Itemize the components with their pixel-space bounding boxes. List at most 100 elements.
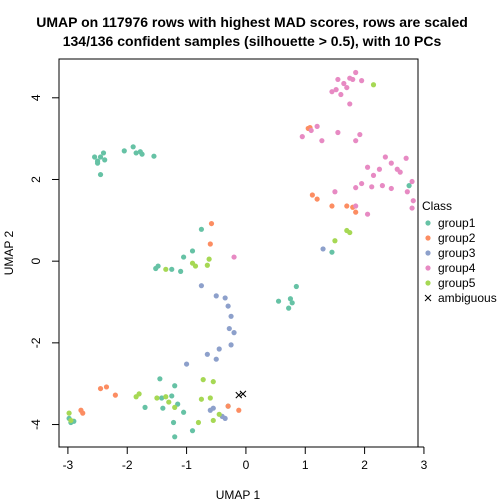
group4-point (231, 254, 237, 260)
group4-point (353, 138, 359, 144)
group4-point (359, 180, 365, 187)
group4-point (357, 131, 363, 138)
y-tick-label: -2 (29, 337, 43, 348)
x-tick-label: -1 (181, 458, 192, 472)
group5-point (204, 262, 210, 268)
group5-point (163, 266, 169, 272)
legend: Class group1group2group3group4group5ambi… (422, 199, 497, 305)
group4-point (347, 101, 353, 107)
group4-point (388, 185, 394, 192)
group1-point (172, 434, 178, 440)
group4-point (410, 198, 416, 204)
group5-point (66, 410, 72, 416)
group4-point (364, 164, 371, 170)
group4-point (359, 78, 365, 84)
legend-marker-group3 (425, 250, 431, 256)
group5-point (332, 238, 338, 244)
group4-point (376, 166, 383, 172)
x-axis-label: UMAP 1 (216, 488, 261, 502)
group1-point (121, 148, 127, 154)
group4-point (308, 127, 314, 134)
x-tick-label: -2 (122, 458, 133, 472)
legend-label-group2: group2 (438, 231, 476, 245)
group1-point (198, 226, 205, 232)
group5-point (195, 419, 202, 426)
group4-point (397, 169, 403, 175)
legend-marker-group4 (425, 265, 431, 271)
group1-point (97, 154, 104, 160)
group2-point (314, 196, 320, 202)
group3-point (183, 361, 190, 367)
group1-point (170, 419, 177, 426)
group1-point (275, 298, 282, 304)
group1-point (100, 150, 107, 156)
group2-point (208, 220, 215, 227)
group4-point (319, 138, 325, 144)
group4-point (409, 178, 415, 185)
group1-point (151, 153, 157, 159)
group2-point (353, 209, 359, 215)
group4-point (364, 211, 371, 217)
group5-point (68, 417, 74, 424)
ambiguous-point (235, 391, 243, 399)
group3-point (207, 407, 213, 413)
group2-point (236, 407, 242, 413)
group4-point (335, 129, 341, 136)
group5-point (198, 396, 205, 402)
group4-point (350, 76, 356, 83)
group4-point (388, 160, 394, 166)
legend-marker-ambiguous (424, 294, 432, 302)
group3-point (216, 346, 222, 352)
group3-point (225, 303, 231, 309)
group3-point (204, 351, 210, 357)
group1-point (181, 254, 187, 260)
group3-point (213, 356, 219, 362)
x-tick-label: 0 (243, 458, 250, 472)
group3-point (228, 313, 234, 319)
ambiguous-point (239, 390, 247, 398)
x-tick-label: 2 (361, 458, 368, 472)
group1-point (92, 154, 98, 160)
group1-point (178, 268, 184, 274)
group3-point (231, 330, 237, 336)
group5-point (154, 395, 160, 401)
group5-point (347, 229, 353, 236)
group2-point (309, 192, 315, 198)
y-tick-label: 2 (29, 176, 43, 183)
y-tick-label: 0 (29, 258, 43, 265)
group2-point (103, 384, 110, 390)
y-axis-label: UMAP 2 (2, 230, 16, 275)
group4-point (353, 203, 359, 209)
group5-point (370, 82, 377, 88)
group2-point (207, 241, 213, 247)
group4-point (404, 189, 410, 195)
group5-point (216, 411, 222, 417)
group2-point (329, 203, 335, 209)
group2-point (97, 385, 104, 392)
group1-point (102, 157, 108, 163)
group3-point (226, 325, 232, 332)
group5-point (206, 256, 212, 262)
group1-point (289, 300, 295, 306)
group5-point (166, 399, 172, 405)
group1-point (153, 265, 159, 272)
y-tick-label: 4 (29, 94, 43, 101)
legend-label-group3: group3 (438, 246, 476, 260)
group1-point (181, 409, 187, 415)
group4-point (370, 172, 377, 178)
group2-point (225, 403, 231, 409)
group1-point (329, 249, 335, 255)
group4-point (338, 91, 344, 98)
group1-point (160, 405, 166, 411)
legend-marker-group2 (425, 235, 431, 241)
group1-point (142, 404, 148, 410)
group3-point (213, 293, 219, 299)
group1-point (287, 296, 294, 302)
group5-point (163, 394, 169, 400)
group1-point (133, 150, 139, 156)
group2-point (112, 392, 118, 398)
legend-marker-group5 (425, 280, 431, 286)
chart-title-line-1: UMAP on 117976 rows with highest MAD sco… (36, 14, 468, 30)
group4-point (379, 183, 385, 189)
group4-point (341, 80, 347, 87)
